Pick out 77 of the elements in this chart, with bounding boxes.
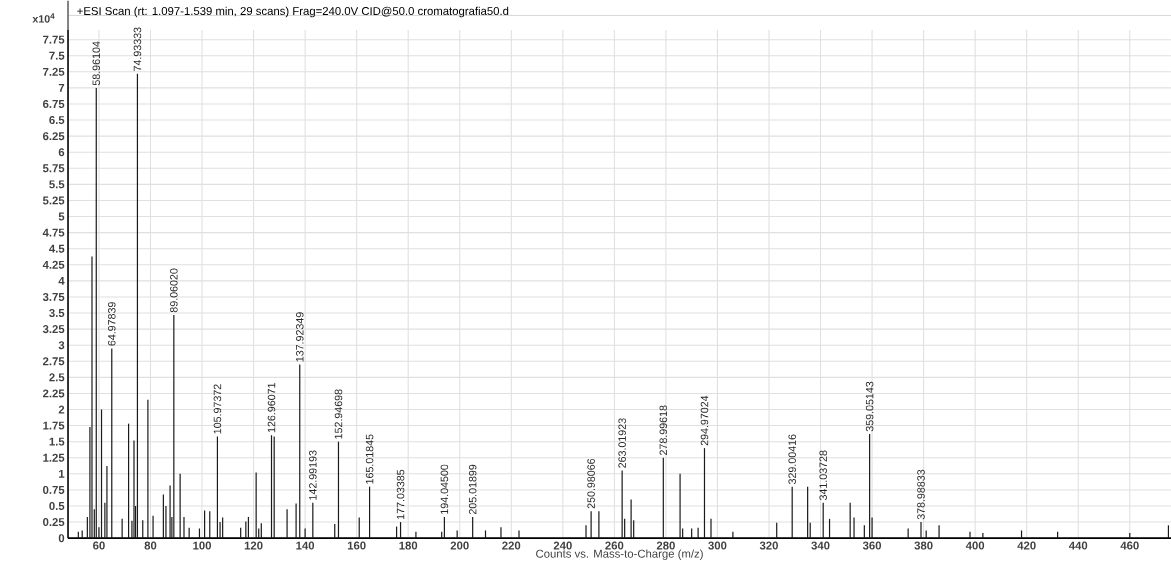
y-tick-label: 5.25 — [42, 196, 65, 205]
y-tick-label: 0.75 — [43, 485, 65, 494]
annotation: 359.05143 — [865, 381, 874, 432]
y-tick-label: 7 — [58, 84, 65, 92]
annotation: 205.01899 — [468, 464, 477, 515]
x-tick-label: 100 — [193, 541, 212, 550]
y-tick-label: 1.75 — [43, 421, 65, 430]
annotation: 194.04500 — [440, 464, 449, 514]
y-tick-label: 7.75 — [43, 35, 65, 44]
annotation: 378.98833 — [917, 469, 925, 520]
x-tick-label: 60 — [93, 541, 105, 550]
annotation: 137.92349 — [295, 312, 304, 362]
y-tick-label: 4.25 — [42, 260, 65, 269]
y-tick-label: 2.5 — [49, 373, 65, 382]
x-tick-label: 220 — [502, 541, 521, 550]
annotation: 329.00416 — [788, 434, 796, 485]
chart-title: +ESI Scan (rt: 1.097-1.539 min, 29 scans) Frag=240.0V CID@50.0 cromatografia50.d — [77, 6, 509, 18]
y-tick-label: 2.25 — [42, 389, 65, 398]
annotation: 89.06020 — [170, 268, 178, 313]
annotation: 58.96104 — [92, 41, 101, 86]
y-tick-label: 6 — [58, 148, 65, 157]
x-tick-label: 180 — [399, 541, 418, 550]
y-tick-label: 4 — [58, 277, 65, 285]
y-tick-label: 3.5 — [49, 309, 65, 318]
annotation: 294.97024 — [700, 395, 709, 446]
text: x10$^{4}$ — [32, 13, 55, 23]
x-tick-label: 200 — [450, 541, 469, 550]
x-tick-label: 160 — [347, 541, 366, 550]
x-tick-label: 380 — [914, 541, 933, 550]
y-tick-label: 0.5 — [49, 502, 65, 511]
y-tick-label: 2 — [58, 405, 65, 414]
y-tick-label: 6.75 — [43, 100, 65, 109]
annotation: 263.01923 — [618, 418, 626, 468]
x-tick-label: 280 — [656, 541, 675, 550]
x-tick-label: 400 — [965, 541, 985, 550]
annotation: 152.94698 — [334, 389, 343, 439]
annotation: 142.99193 — [309, 450, 317, 500]
annotation: 165.01845 — [365, 434, 374, 484]
y-tick-label: 3.75 — [42, 293, 65, 302]
y-tick-label: 6.25 — [43, 132, 65, 141]
x-tick-label: 440 — [1068, 541, 1088, 550]
y-tick-label: 5.5 — [49, 180, 65, 189]
annotation: 64.97839 — [108, 302, 116, 346]
y-tick-label: 5.75 — [42, 164, 65, 173]
y-tick-label: 3 — [58, 341, 65, 350]
x-tick-label: 260 — [605, 541, 624, 550]
annotation: 250.98066 — [587, 459, 595, 509]
annotation: 278.99618 — [659, 405, 668, 456]
y-tick-label: 1.5 — [49, 437, 65, 446]
y-tick-label: 1.25 — [43, 453, 65, 462]
y-tick-label: 4.5 — [49, 244, 65, 253]
x-axis-title: Counts vs. Mass-to-Charge (m/z) — [536, 549, 703, 561]
x-tick-label: 320 — [759, 541, 778, 550]
y-tick-label: 1 — [59, 470, 65, 478]
y-tick-label: 5 — [58, 212, 65, 221]
annotation: 126.96071 — [267, 383, 276, 433]
annotation: 177.03385 — [396, 469, 405, 520]
y-tick-label: 4.75 — [42, 228, 65, 237]
y-tick-label: 6.5 — [49, 116, 65, 125]
y-tick-label: 0 — [58, 534, 65, 543]
x-tick-label: 140 — [296, 541, 315, 550]
annotation: 74.93333 — [133, 27, 142, 72]
y-tick-label: 7.25 — [43, 67, 65, 76]
y-tick-label: 3.25 — [42, 325, 65, 334]
x-tick-label: 460 — [1120, 541, 1139, 550]
x-tick-label: 80 — [144, 541, 157, 550]
x-tick-label: 120 — [244, 541, 263, 550]
y-tick-label: 0.25 — [43, 518, 65, 527]
x-tick-label: 240 — [553, 541, 572, 550]
y-tick-label: 7.5 — [49, 51, 65, 60]
annotation: 341.03728 — [819, 450, 827, 501]
annotation: 105.97372 — [213, 384, 222, 434]
x-tick-label: 340 — [811, 541, 830, 550]
x-tick-label: 300 — [708, 541, 727, 550]
x-tick-label: 360 — [862, 541, 882, 550]
y-tick-label: 2.75 — [42, 357, 65, 366]
x-tick-label: 420 — [1017, 541, 1036, 550]
